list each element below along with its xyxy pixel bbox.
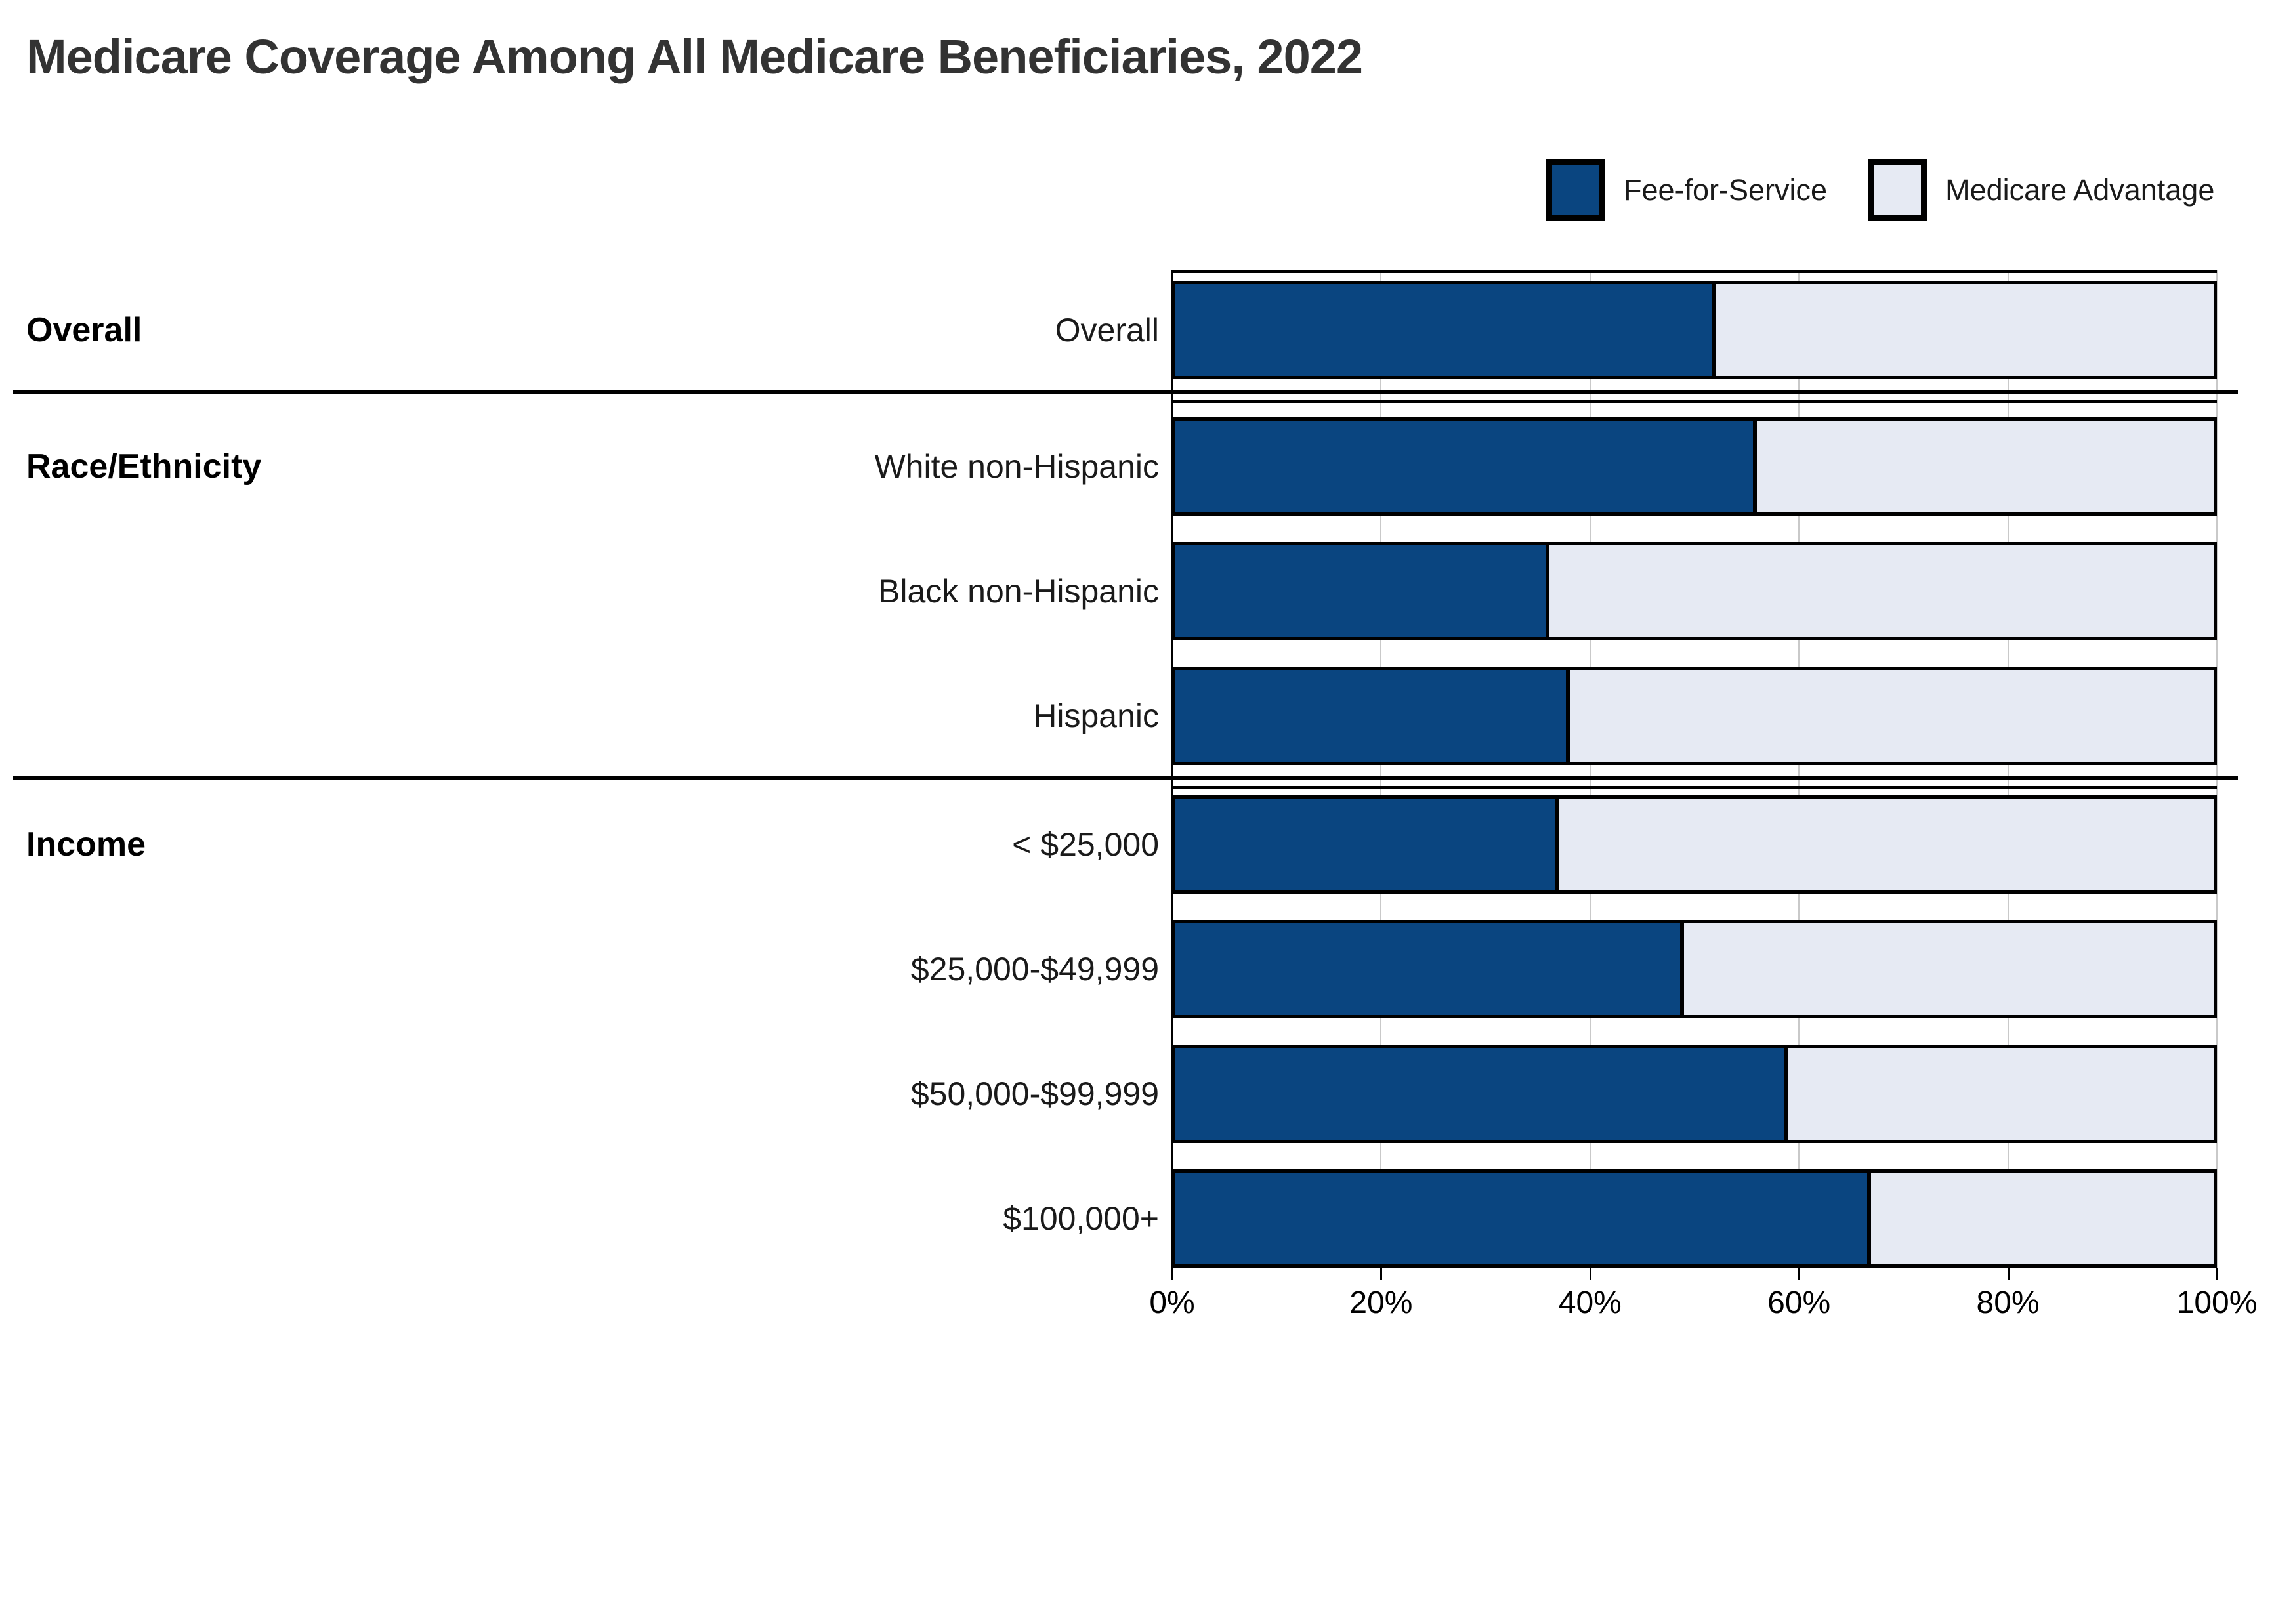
bar-segment-fee-for-service	[1175, 923, 1685, 1015]
gridline-40	[1589, 270, 1591, 1268]
bar-segment-fee-for-service	[1175, 545, 1549, 637]
bar-row	[1172, 417, 2217, 516]
y-axis-line	[1171, 270, 1173, 1268]
bar-segment-fee-for-service	[1175, 1173, 1871, 1264]
bar-segment-fee-for-service	[1175, 284, 1716, 376]
row-label: $100,000+	[1003, 1200, 1159, 1237]
bar-segment-fee-for-service	[1175, 421, 1757, 512]
gridline-80	[2007, 270, 2009, 1268]
row-label: $50,000-$99,999	[910, 1075, 1159, 1112]
bar-row	[1172, 667, 2217, 765]
bar-segment-fee-for-service	[1175, 799, 1560, 890]
section-divider-1	[13, 776, 2238, 780]
x-axis-tick-label-40: 40%	[1558, 1285, 1622, 1320]
row-label: Overall	[1055, 312, 1159, 348]
row-label: Hispanic	[1033, 697, 1159, 734]
bar-segment-fee-for-service	[1175, 1048, 1788, 1140]
bar-segment-medicare-advantage	[1549, 545, 2214, 637]
row-label: $25,000-$49,999	[910, 951, 1159, 988]
x-axis-tick-label-80: 80%	[1976, 1285, 2040, 1320]
x-axis-tick-60	[1798, 1268, 1801, 1280]
bar-segment-medicare-advantage	[1684, 923, 2214, 1015]
bar-segment-medicare-advantage	[1788, 1048, 2214, 1140]
bar-segment-fee-for-service	[1175, 670, 1570, 762]
section-label-race-ethnicity: Race/Ethnicity	[26, 448, 262, 486]
bar-row	[1172, 542, 2217, 640]
section-label-income: Income	[26, 825, 146, 864]
bar-segment-medicare-advantage	[1715, 284, 2214, 376]
bar-segment-medicare-advantage	[1559, 799, 2214, 890]
plot-section-line-1	[1172, 400, 2217, 403]
x-axis-tick-80	[2007, 1268, 2010, 1280]
chart-title: Medicare Coverage Among All Medicare Ben…	[26, 30, 1363, 84]
bar-row	[1172, 281, 2217, 379]
section-label-overall: Overall	[26, 311, 142, 349]
x-axis-tick-20	[1380, 1268, 1383, 1280]
gridline-100	[2216, 270, 2218, 1268]
row-label: White non-Hispanic	[874, 448, 1159, 485]
legend-label-medicare-advantage: Medicare Advantage	[1945, 173, 2215, 207]
legend-swatch-medicare-advantage	[1868, 159, 1927, 221]
bar-segment-medicare-advantage	[1756, 421, 2214, 512]
x-axis-tick-label-60: 60%	[1767, 1285, 1831, 1320]
gridline-60	[1798, 270, 1800, 1268]
x-axis-tick-100	[2216, 1268, 2218, 1280]
x-axis-tick-label-100: 100%	[2176, 1285, 2258, 1320]
bar-row	[1172, 920, 2217, 1018]
legend: Fee-for-Service Medicare Advantage	[1546, 157, 2214, 223]
plot-section-line-0	[1172, 270, 2217, 273]
bar-row	[1172, 795, 2217, 894]
bar-segment-medicare-advantage	[1570, 670, 2214, 762]
bar-row	[1172, 1045, 2217, 1143]
plot-section-line-2	[1172, 786, 2217, 789]
legend-swatch-fee-for-service	[1546, 159, 1605, 221]
x-axis-tick-40	[1589, 1268, 1591, 1280]
bar-row	[1172, 1169, 2217, 1268]
x-axis-tick-label-20: 20%	[1349, 1285, 1413, 1320]
x-axis-tick-0	[1171, 1268, 1173, 1280]
legend-label-fee-for-service: Fee-for-Service	[1624, 173, 1828, 207]
section-divider-0	[13, 390, 2238, 394]
row-label: Black non-Hispanic	[878, 573, 1159, 610]
gridline-20	[1380, 270, 1382, 1268]
bar-segment-medicare-advantage	[1870, 1173, 2214, 1264]
x-axis-tick-label-0: 0%	[1149, 1285, 1195, 1320]
row-label: < $25,000	[1012, 826, 1159, 863]
